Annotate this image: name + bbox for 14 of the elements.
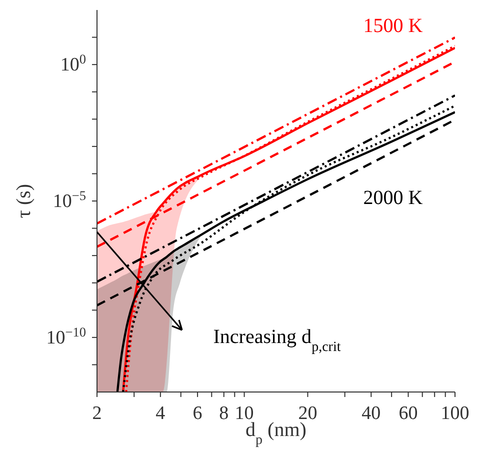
x-tick-label: 8 bbox=[219, 403, 229, 424]
x-tick-label: 4 bbox=[156, 403, 166, 424]
x-tick-label: 60 bbox=[398, 403, 418, 424]
y-tick-label: 10$^{−5}$ bbox=[52, 188, 86, 212]
x-tick-label: 6 bbox=[192, 403, 202, 424]
x-tick-label: 40 bbox=[362, 403, 381, 424]
x-tick-label: 100 bbox=[440, 403, 470, 424]
y-tick-label: 10$^{−10}$ bbox=[46, 324, 86, 348]
annotation: 2000 K bbox=[363, 187, 424, 209]
annotation: 1500 K bbox=[363, 15, 424, 37]
y-axis-title: τ (s) bbox=[13, 184, 35, 218]
annotation: Increasing d$_{p,crit}$ bbox=[213, 326, 341, 354]
y-tick-label: 10$^{0}$ bbox=[60, 51, 86, 76]
x-tick-label: 2 bbox=[92, 403, 102, 424]
